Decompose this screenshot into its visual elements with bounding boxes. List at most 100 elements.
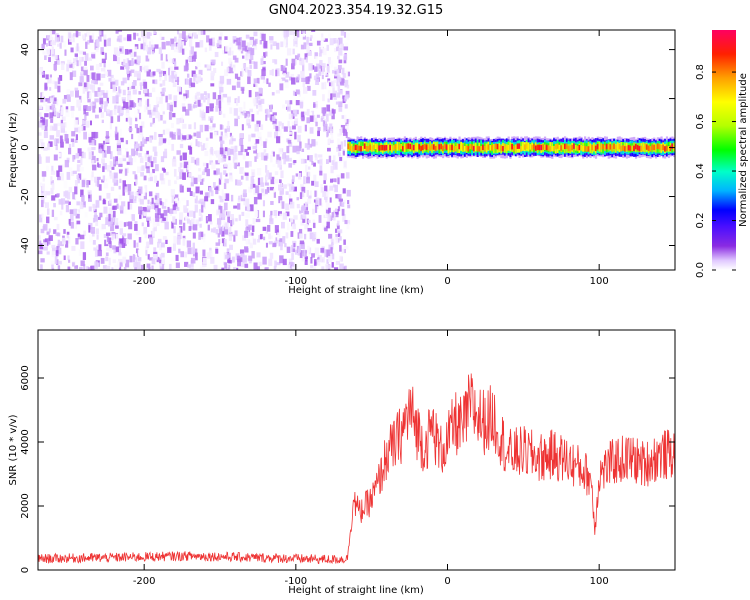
heatmap-cell [114,79,119,86]
heatmap-cell [75,238,79,245]
heatmap-cell [50,170,56,175]
heatmap-cell [290,73,295,80]
heatmap-cell [93,215,98,223]
heatmap-cell [61,139,64,146]
heatmap-cell [128,83,132,92]
heatmap-cell [76,174,79,180]
heatmap-cell [201,205,204,213]
heatmap-cell [241,88,245,94]
heatmap-cell [296,197,299,201]
heatmap-cell [102,166,105,173]
heatmap-cell [303,233,307,240]
heatmap-cell [40,119,45,123]
heatmap-cell [210,256,215,264]
heatmap-cell [242,47,247,51]
heatmap-cell [112,205,117,210]
heatmap-cell [119,220,123,228]
heatmap-cell [124,186,128,193]
heatmap-cell [598,146,601,152]
heatmap-cell [116,38,121,42]
spectrogram-x-axis-label: Height of straight line (km) [288,285,424,296]
heatmap-cell [224,36,228,40]
heatmap-cell [237,96,240,103]
heatmap-cell [50,176,53,182]
heatmap-cell [124,251,128,257]
heatmap-cell [326,259,329,264]
heatmap-cell [121,106,125,110]
heatmap-cell [625,145,629,152]
heatmap-cell [116,92,121,97]
heatmap-cell [262,67,266,71]
heatmap-cell [255,83,259,90]
heatmap-cell [83,69,88,76]
heatmap-cell [81,152,86,159]
heatmap-cell [315,73,320,79]
heatmap-cell [425,144,428,151]
heatmap-cell [74,179,78,186]
heatmap-cell [287,183,291,187]
heatmap-cell [147,220,150,227]
heatmap-cell [56,223,60,230]
heatmap-cell [38,121,43,128]
heatmap-cell [222,99,225,103]
heatmap-cell [251,183,256,188]
heatmap-cell [308,247,312,255]
heatmap-cell [149,122,153,127]
heatmap-cell [95,47,99,53]
heatmap-cell [589,143,592,149]
heatmap-cell [173,201,178,207]
heatmap-cell [346,123,349,131]
heatmap-cell [270,176,275,185]
heatmap-cell [154,195,158,200]
heatmap-cell [86,91,90,99]
heatmap-cell [113,108,117,115]
heatmap-cell [346,32,350,41]
heatmap-cell [171,75,174,83]
heatmap-cell [200,93,204,100]
heatmap-cell [297,246,302,253]
heatmap-cell [203,96,206,103]
heatmap-cell [317,130,320,137]
heatmap-cell [237,197,241,203]
heatmap-cell [77,178,80,184]
heatmap-cell [88,57,92,61]
heatmap-cell [136,242,139,248]
heatmap-cell [115,234,119,242]
heatmap-cell [81,56,84,62]
heatmap-cell [325,202,330,210]
heatmap-cell [422,144,425,151]
heatmap-cell [237,258,241,267]
heatmap-cell [122,171,127,177]
heatmap-cell [268,233,271,240]
heatmap-cell [126,161,131,165]
heatmap-cell [266,78,269,85]
heatmap-cell [223,136,227,140]
heatmap-cell [122,233,127,237]
heatmap-cell [274,131,279,139]
heatmap-cell [41,71,45,75]
heatmap-cell [328,255,333,263]
heatmap-cell [162,80,166,86]
heatmap-cell [152,254,158,259]
heatmap-cell [247,231,252,237]
heatmap-cell [254,143,258,149]
heatmap-cell [83,230,87,237]
heatmap-cell [136,102,141,111]
heatmap-cell [122,180,126,189]
heatmap-cell [261,188,265,193]
heatmap-cell [234,153,238,160]
heatmap-cell [146,44,149,52]
heatmap-cell [146,216,151,221]
heatmap-cell [139,146,143,152]
heatmap-cell [174,194,179,200]
heatmap-cell [133,70,138,77]
heatmap-cell [144,185,148,193]
heatmap-cell [68,147,72,155]
heatmap-cell [391,146,394,152]
heatmap-cell [134,124,138,129]
heatmap-cell [171,143,175,151]
colorbar-gradient [712,30,736,270]
heatmap-cell [326,73,329,77]
heatmap-cell [285,42,288,48]
heatmap-cell [182,172,186,180]
